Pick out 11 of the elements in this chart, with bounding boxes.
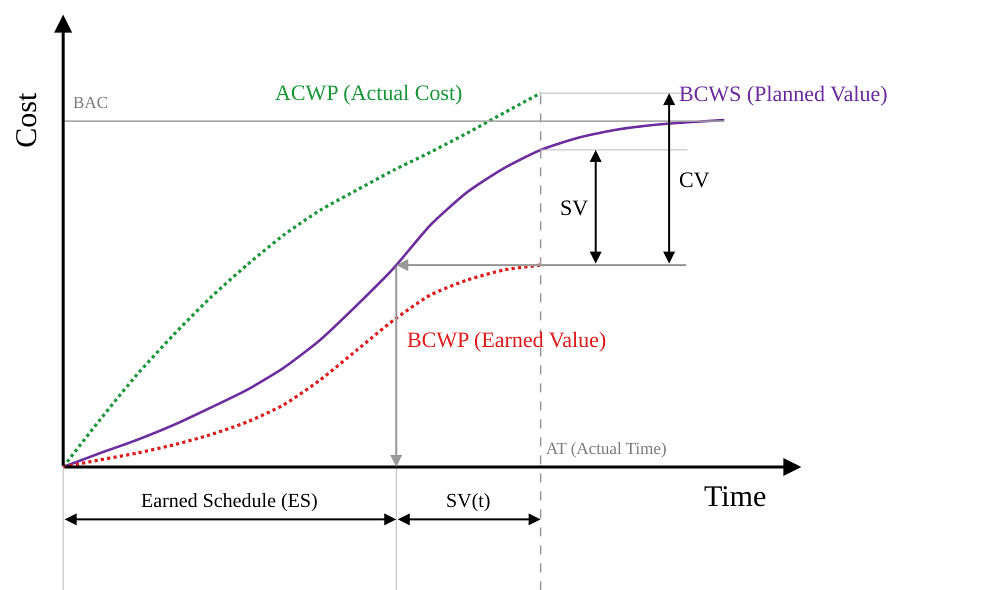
annotation: SV: [560, 195, 588, 220]
series-label: BCWS (Planned Value): [679, 81, 888, 106]
series-label: ACWP (Actual Cost): [275, 80, 462, 105]
y-axis-title: Cost: [10, 92, 44, 148]
text: SV(t): [446, 490, 490, 512]
series-label: BCWP (Earned Value): [407, 327, 606, 352]
annotation: AT (Actual Time): [546, 439, 667, 458]
text: Earned Schedule (ES): [141, 490, 318, 512]
x-axis-title: Time: [704, 480, 766, 513]
ref-line-label: BAC: [73, 93, 108, 112]
annotation: CV: [679, 167, 710, 192]
